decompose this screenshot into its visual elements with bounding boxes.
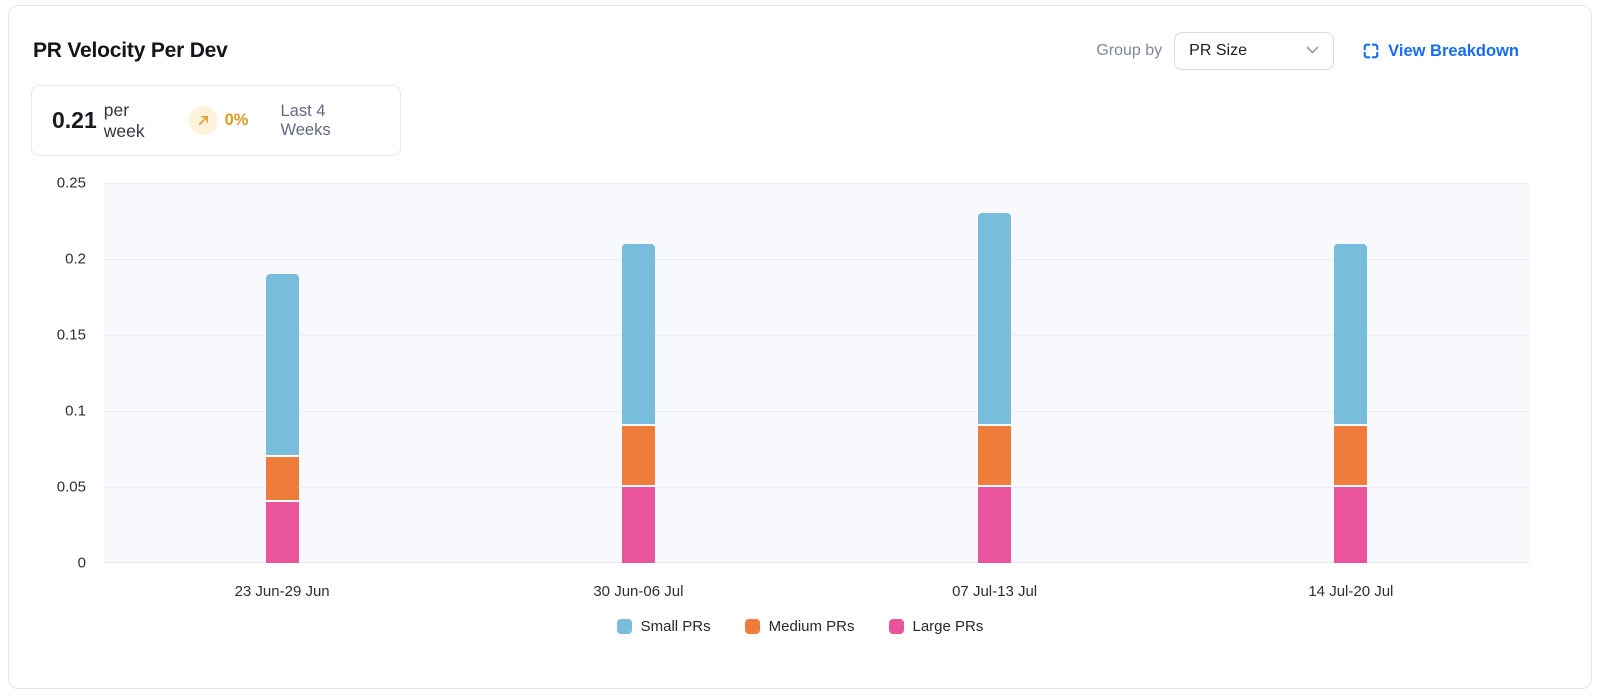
gridline: [104, 562, 1529, 563]
arrow-up-right-icon: [197, 114, 210, 127]
header-controls: Group by PR Size V: [1096, 32, 1519, 70]
trend-badge: [188, 106, 218, 135]
gridline: [104, 183, 1529, 184]
bar-column: [817, 183, 1173, 563]
legend-item[interactable]: Small PRs: [616, 618, 711, 635]
y-tick-label: 0.2: [65, 250, 86, 268]
page-title: PR Velocity Per Dev: [33, 39, 228, 62]
group-by-select[interactable]: PR Size: [1174, 32, 1335, 70]
legend-swatch: [744, 619, 760, 634]
y-tick-label: 0.15: [56, 326, 86, 344]
legend-swatch: [888, 619, 904, 634]
group-by-label: Group by: [1096, 42, 1163, 59]
stat-value: 0.21: [52, 107, 97, 133]
chart: 0 0.05 0.1 0.15 0.2 0.25 23 Jun-29 Jun 30 Jun-…: [9, 175, 1591, 635]
y-tick-label: 0.05: [56, 478, 86, 496]
bar-column: [1173, 183, 1529, 563]
y-tick-label: 0: [77, 554, 86, 572]
stat-period: Last 4 Weeks: [280, 101, 331, 139]
x-tick-label: 14 Jul-20 Jul: [1308, 583, 1394, 600]
card-header: PR Velocity Per Dev Group by PR Size: [9, 6, 1591, 70]
group-by-selected-value: PR Size: [1189, 42, 1247, 59]
legend-item[interactable]: Medium PRs: [744, 618, 855, 635]
bar-segment[interactable]: [621, 426, 655, 487]
bar-column: [104, 183, 460, 563]
bar-segment[interactable]: [978, 213, 1012, 427]
x-tick-label: 23 Jun-29 Jun: [234, 583, 330, 600]
y-tick-label: 0.1: [65, 402, 86, 420]
x-tick-label: 30 Jun-06 Jul: [593, 583, 684, 600]
expand-icon: [1362, 42, 1388, 60]
bar-segment[interactable]: [1334, 487, 1368, 563]
bar-segment[interactable]: [1334, 426, 1368, 487]
bar-segment[interactable]: [1334, 243, 1368, 427]
gridline: [104, 487, 1529, 488]
y-tick-label: 0.25: [56, 174, 86, 192]
pr-velocity-card: PR Velocity Per Dev Group by PR Size: [8, 5, 1592, 689]
view-breakdown-label: View Breakdown: [1388, 41, 1519, 60]
trend-percent: 0%: [224, 111, 249, 129]
stacked-bar[interactable]: [978, 213, 1012, 563]
stacked-bar[interactable]: [1334, 243, 1368, 563]
y-axis: 0 0.05 0.1 0.15 0.2 0.25: [9, 175, 104, 572]
gridline: [104, 259, 1529, 260]
bar-segment[interactable]: [265, 456, 299, 503]
legend-label: Large PRs: [912, 618, 984, 635]
bar-segment[interactable]: [265, 274, 299, 457]
stat-unit: per week: [103, 99, 145, 141]
legend-label: Medium PRs: [768, 618, 855, 635]
stacked-bar[interactable]: [621, 243, 655, 563]
bar-segment[interactable]: [265, 502, 299, 563]
bars-layer: [104, 183, 1529, 563]
bar-segment[interactable]: [621, 487, 655, 563]
chevron-down-icon: [1306, 42, 1319, 60]
legend-swatch: [616, 619, 632, 634]
bar-column: [460, 183, 816, 563]
bar-segment[interactable]: [978, 426, 1012, 487]
gridline: [104, 411, 1529, 412]
summary-stat-card: 0.21 per week 0% Last 4 Weeks: [31, 85, 401, 156]
gridline: [104, 335, 1529, 336]
plot-area: [104, 183, 1529, 563]
stacked-bar[interactable]: [265, 274, 299, 563]
x-axis: 23 Jun-29 Jun 30 Jun-06 Jul 07 Jul-13 Jul 1…: [9, 583, 1591, 600]
legend-item[interactable]: Large PRs: [888, 618, 984, 635]
chart-legend: Small PRs Medium PRs Large PRs: [9, 618, 1591, 635]
bar-segment[interactable]: [621, 243, 655, 427]
x-tick-label: 07 Jul-13 Jul: [952, 583, 1038, 600]
bar-segment[interactable]: [978, 487, 1012, 563]
legend-label: Small PRs: [640, 618, 711, 635]
view-breakdown-link[interactable]: View Breakdown: [1362, 42, 1519, 61]
